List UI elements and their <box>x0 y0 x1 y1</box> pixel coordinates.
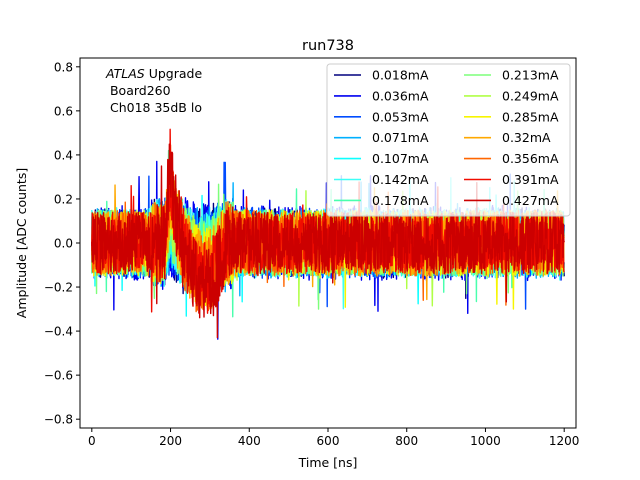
y-tick-label: 0.4 <box>54 148 73 162</box>
legend-label: 0.178mA <box>372 193 429 208</box>
y-tick-label: 0.6 <box>54 104 73 118</box>
legend-label: 0.32mA <box>502 130 551 145</box>
x-tick-label: 800 <box>395 434 418 448</box>
y-tick-label: −0.6 <box>44 369 73 383</box>
y-axis-ticks: −0.8 −0.6 −0.4 −0.2 0.0 0.2 0.4 0.6 0.8 <box>44 60 80 427</box>
x-axis-ticks: 0 200 400 600 800 1000 1200 <box>88 428 579 448</box>
legend-box <box>326 63 571 217</box>
annotation-line-2: Board260 <box>106 83 171 98</box>
legend-label: 0.249mA <box>502 88 559 103</box>
legend-label: 0.213mA <box>502 68 559 83</box>
x-tick-label: 200 <box>159 434 182 448</box>
x-tick-label: 600 <box>317 434 340 448</box>
series-line-0.427mA <box>91 143 565 339</box>
annotation-line-1: ATLAS Upgrade <box>105 66 202 81</box>
x-axis-label: Time [ns] <box>298 455 358 470</box>
legend-label: 0.427mA <box>502 193 559 208</box>
y-tick-label: −0.8 <box>44 413 73 427</box>
annotation-line-3: Ch018 35dB lo <box>106 100 202 115</box>
y-tick-label: 0.0 <box>54 237 73 251</box>
y-axis-label: Amplitude [ADC counts] <box>14 168 29 318</box>
legend-label: 0.071mA <box>372 130 429 145</box>
x-tick-label: 400 <box>238 434 261 448</box>
legend-label: 0.142mA <box>372 172 429 187</box>
legend-label: 0.036mA <box>372 88 429 103</box>
y-tick-label: −0.2 <box>44 281 73 295</box>
y-tick-label: −0.4 <box>44 325 73 339</box>
y-tick-label: 0.2 <box>54 192 73 206</box>
annotation-atlas-label: ATLAS <box>105 66 145 81</box>
annotation-upgrade-label: Upgrade <box>145 66 203 81</box>
series-group <box>91 128 565 340</box>
chart-title: run738 <box>302 38 354 54</box>
x-tick-label: 1200 <box>549 434 580 448</box>
legend-label: 0.053mA <box>372 109 429 124</box>
legend-label: 0.356mA <box>502 151 559 166</box>
x-tick-label: 1000 <box>470 434 501 448</box>
legend-label: 0.391mA <box>502 172 559 187</box>
atlas-annotation: ATLAS Upgrade Board260 Ch018 35dB lo <box>105 66 202 115</box>
legend-label: 0.107mA <box>372 151 429 166</box>
y-tick-label: 0.8 <box>54 60 73 74</box>
legend-label: 0.018mA <box>372 68 429 83</box>
x-tick-label: 0 <box>88 434 96 448</box>
legend: 0.018mA 0.036mA 0.053mA 0.071mA 0.107mA 0.142… <box>326 63 571 217</box>
legend-label: 0.285mA <box>502 109 559 124</box>
